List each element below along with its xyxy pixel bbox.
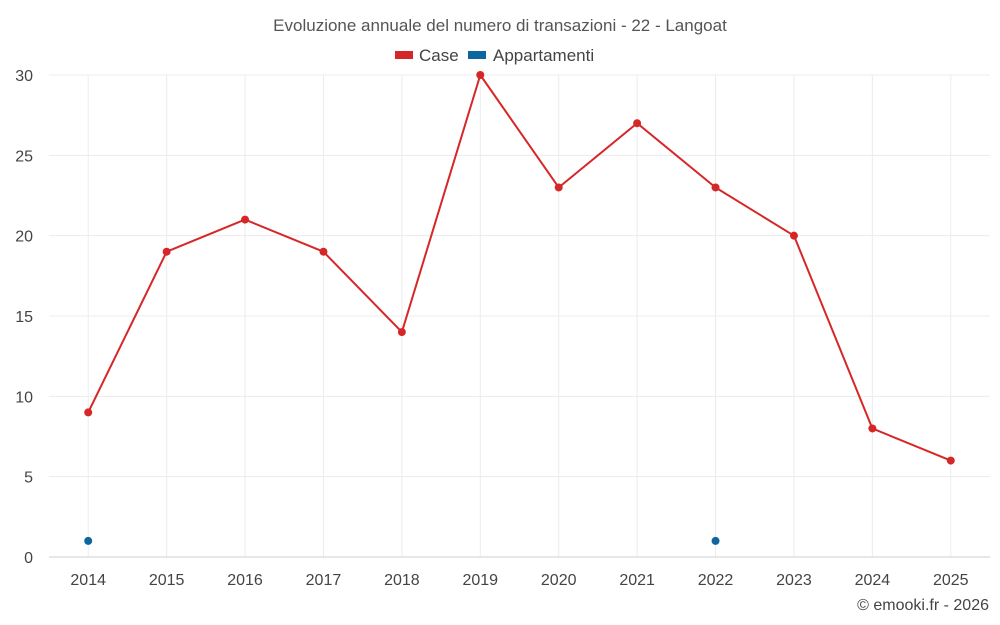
legend-swatch-case: [395, 51, 413, 59]
data-point-appartamenti[interactable]: [711, 536, 720, 545]
x-tick-label: 2014: [70, 572, 106, 589]
x-tick-label: 2022: [698, 572, 734, 589]
x-tick-label: 2025: [933, 572, 969, 589]
x-tick-label: 2023: [776, 572, 812, 589]
legend-item-case[interactable]: Case: [395, 46, 459, 65]
y-axis: 0 5 10 15 20 25 30: [15, 68, 33, 567]
data-point-case[interactable]: [162, 247, 171, 256]
x-tick-label: 2019: [462, 572, 498, 589]
x-tick-label: 2021: [619, 572, 655, 589]
x-axis: 2014 2015 2016 2017 2018 2019 2020 2021 2022 2023…: [49, 556, 990, 589]
x-tick-label: 2015: [149, 572, 185, 589]
x-tick-label: 2018: [384, 572, 420, 589]
series-appartamenti: [84, 536, 720, 545]
series: [84, 71, 955, 545]
data-point-case[interactable]: [241, 215, 250, 224]
grid: [49, 74, 990, 557]
series-case: [84, 71, 955, 465]
data-point-case[interactable]: [397, 328, 406, 337]
x-tick-label: 2017: [306, 572, 342, 589]
data-point-case[interactable]: [789, 231, 798, 240]
y-tick-label: 25: [15, 148, 33, 165]
y-tick-label: 20: [15, 229, 33, 246]
data-point-case[interactable]: [868, 424, 877, 433]
x-tick-label: 2016: [227, 572, 263, 589]
data-point-case[interactable]: [554, 183, 563, 192]
legend: Case Appartamenti: [395, 46, 594, 65]
data-point-appartamenti[interactable]: [84, 536, 93, 545]
data-point-case[interactable]: [84, 408, 93, 417]
data-point-case[interactable]: [711, 183, 720, 192]
legend-label-case: Case: [419, 46, 459, 65]
data-point-case[interactable]: [633, 119, 642, 128]
legend-label-appartamenti: Appartamenti: [493, 46, 594, 65]
legend-swatch-appartamenti: [468, 51, 486, 59]
data-point-case[interactable]: [476, 71, 485, 79]
chart-title: Evoluzione annuale del numero di transaz…: [273, 16, 727, 35]
y-tick-label: 15: [15, 309, 33, 326]
series-line-case: [87, 74, 952, 462]
data-point-case[interactable]: [946, 456, 955, 465]
legend-item-appartamenti[interactable]: Appartamenti: [468, 46, 594, 65]
data-point-case[interactable]: [319, 247, 328, 256]
credit-text: © emooki.fr - 2026: [857, 597, 989, 614]
y-tick-label: 10: [15, 389, 33, 406]
y-tick-label: 30: [15, 68, 33, 85]
x-tick-label: 2024: [855, 572, 891, 589]
y-tick-label: 5: [24, 470, 33, 487]
y-tick-label: 0: [24, 550, 33, 567]
x-tick-label: 2020: [541, 572, 577, 589]
